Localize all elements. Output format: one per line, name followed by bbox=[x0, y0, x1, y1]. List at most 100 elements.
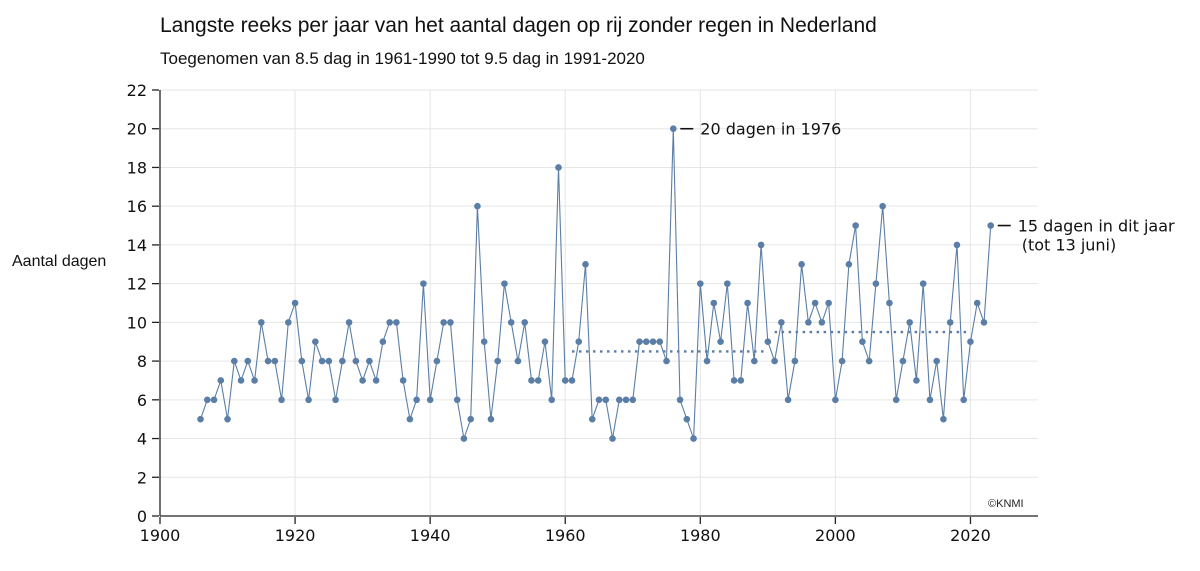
data-point bbox=[555, 164, 562, 171]
data-point bbox=[528, 377, 535, 384]
data-point bbox=[325, 357, 333, 365]
data-point bbox=[697, 280, 704, 287]
data-point bbox=[406, 415, 414, 423]
data-point bbox=[285, 319, 292, 326]
data-point bbox=[737, 377, 745, 384]
data-point bbox=[575, 338, 583, 346]
data-point bbox=[852, 222, 859, 229]
annotation-label: 15 dagen in dit jaar bbox=[1018, 217, 1175, 236]
data-point bbox=[973, 299, 981, 307]
x-tick-label: 1960 bbox=[545, 526, 586, 545]
data-point bbox=[649, 338, 657, 346]
data-point bbox=[811, 299, 819, 307]
data-point bbox=[305, 396, 312, 404]
data-point bbox=[818, 319, 826, 326]
data-point bbox=[609, 435, 616, 442]
data-point bbox=[386, 319, 393, 326]
data-point bbox=[447, 319, 454, 326]
y-tick-label: 20 bbox=[127, 120, 147, 139]
x-tick-label: 1920 bbox=[275, 526, 316, 545]
series bbox=[197, 125, 995, 442]
data-point bbox=[460, 435, 468, 442]
axes: 0 2 4 6 8 10 12 14 16 18 20 22 1900 1920 1940 1960 1980 2… bbox=[127, 81, 1038, 545]
data-point bbox=[960, 396, 968, 404]
data-point bbox=[372, 377, 380, 384]
y-tick-label: 18 bbox=[127, 158, 147, 177]
data-point bbox=[717, 338, 724, 346]
data-point bbox=[318, 357, 326, 365]
data-point bbox=[298, 357, 306, 365]
data-point bbox=[926, 396, 934, 404]
y-tick-label: 12 bbox=[127, 275, 147, 294]
data-point bbox=[892, 396, 900, 404]
data-point bbox=[393, 319, 400, 326]
data-point bbox=[656, 338, 664, 346]
data-point bbox=[676, 396, 684, 404]
data-point bbox=[757, 241, 765, 249]
data-point bbox=[264, 357, 272, 365]
data-point bbox=[501, 280, 508, 287]
data-point bbox=[953, 241, 961, 249]
data-point bbox=[366, 357, 373, 365]
y-tick-label: 6 bbox=[137, 391, 147, 410]
annotation-label: 20 dagen in 1976 bbox=[700, 120, 841, 139]
data-point bbox=[426, 396, 434, 404]
data-point bbox=[244, 357, 252, 365]
data-point bbox=[582, 260, 589, 268]
data-point bbox=[751, 357, 758, 365]
data-point bbox=[622, 396, 630, 404]
reference-lines bbox=[571, 330, 971, 353]
data-point bbox=[494, 357, 501, 365]
data-point bbox=[568, 377, 576, 384]
data-point bbox=[886, 299, 893, 307]
data-point bbox=[224, 415, 231, 423]
data-point bbox=[798, 260, 805, 268]
data-point bbox=[636, 338, 643, 346]
data-point bbox=[865, 357, 873, 365]
data-point bbox=[642, 338, 650, 346]
data-point bbox=[359, 377, 366, 384]
y-tick-label: 14 bbox=[127, 236, 147, 255]
data-point bbox=[771, 357, 778, 365]
x-tick-label: 2020 bbox=[950, 526, 991, 545]
data-point bbox=[433, 357, 441, 365]
data-point bbox=[352, 357, 360, 365]
data-point bbox=[541, 338, 549, 346]
grid bbox=[160, 89, 1038, 516]
y-tick-label: 8 bbox=[137, 352, 147, 371]
data-point bbox=[561, 377, 569, 384]
data-point bbox=[379, 338, 387, 346]
data-point bbox=[291, 299, 299, 307]
data-point bbox=[507, 319, 515, 326]
data-point bbox=[588, 415, 596, 423]
series-line bbox=[199, 128, 992, 441]
data-point bbox=[217, 377, 225, 384]
y-axis-label: Aantal dagen bbox=[12, 253, 107, 270]
data-point bbox=[271, 357, 279, 365]
data-point bbox=[399, 377, 407, 384]
data-point bbox=[980, 319, 988, 326]
chart-title: Langste reeks per jaar van het aantal da… bbox=[160, 14, 877, 37]
data-point bbox=[413, 396, 420, 404]
y-tick-label: 0 bbox=[137, 507, 147, 526]
x-tick-label: 2000 bbox=[815, 526, 856, 545]
data-point bbox=[440, 319, 447, 326]
data-point bbox=[312, 338, 319, 346]
chart-subtitle: Toegenomen van 8.5 dag in 1961-1990 tot … bbox=[160, 49, 645, 68]
data-point bbox=[534, 377, 542, 384]
annotation-label-sub: (tot 13 juni) bbox=[1022, 236, 1117, 255]
data-point bbox=[602, 396, 610, 404]
data-point bbox=[615, 396, 623, 404]
data-point bbox=[514, 357, 522, 365]
y-tick-label: 16 bbox=[127, 197, 147, 216]
data-point bbox=[967, 338, 974, 346]
data-point bbox=[203, 396, 211, 404]
data-point bbox=[832, 396, 839, 404]
data-point bbox=[663, 357, 670, 365]
y-tick-label: 22 bbox=[127, 81, 147, 100]
data-point bbox=[764, 338, 772, 346]
data-point bbox=[230, 357, 238, 365]
data-point bbox=[703, 357, 711, 365]
data-point bbox=[332, 396, 339, 404]
annotations: 20 dagen in 1976 15 dagen in dit jaar(tot… bbox=[680, 120, 1175, 255]
